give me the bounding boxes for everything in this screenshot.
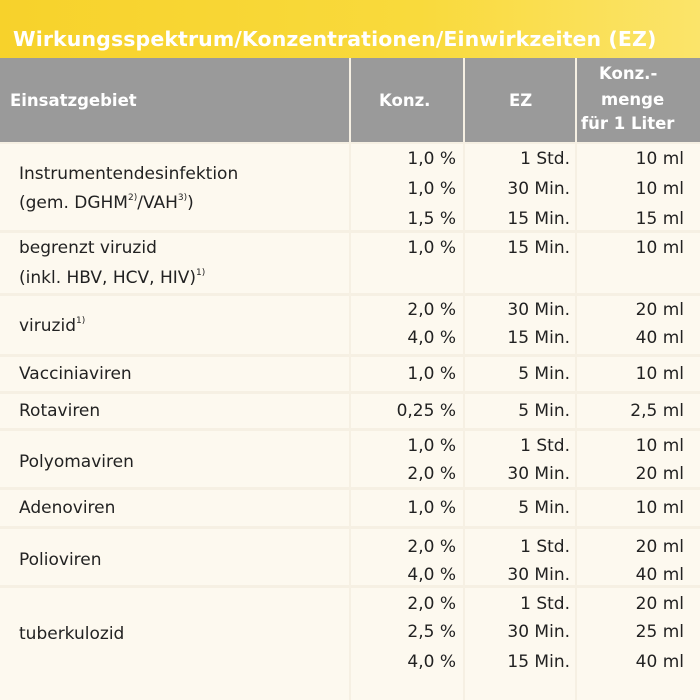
ez-value: 1 Std.: [520, 594, 570, 614]
row-label: Instrumentendesinfektion: [19, 164, 238, 184]
amount-value: 20 ml: [635, 464, 684, 484]
row-label: Polioviren: [19, 550, 102, 570]
amount-value: 10 ml: [635, 238, 684, 258]
ez-value: 15 Min.: [507, 238, 570, 258]
footnote-marker: 2): [127, 193, 138, 204]
conc-value: 1,5 %: [407, 209, 456, 229]
header-amount-line3: für 1 Liter: [581, 114, 675, 133]
row-label-text: Instrumentendesinfektion: [19, 164, 239, 184]
amount-value: 10 ml: [635, 364, 684, 384]
row-label-text: tuberkulozid: [19, 624, 125, 644]
row-label-text: Polioviren: [19, 550, 102, 570]
row-label: (inkl. HBV, HCV, HIV)1): [19, 268, 205, 288]
row-label-text: Polyomaviren: [19, 452, 134, 472]
row-label: Rotaviren: [19, 401, 100, 421]
conc-value: 2,0 %: [407, 300, 456, 320]
amount-value: 10 ml: [635, 179, 684, 199]
amount-value: 20 ml: [635, 594, 684, 614]
ez-value: 30 Min.: [507, 622, 570, 642]
ez-value: 5 Min.: [518, 364, 570, 384]
conc-value: 2,0 %: [407, 464, 456, 484]
ez-value: 1 Std.: [520, 149, 570, 169]
footnote-marker: 3): [177, 193, 188, 204]
footnote-marker: 1): [196, 268, 206, 279]
conc-value: 1,0 %: [407, 498, 456, 518]
amount-value: 10 ml: [635, 498, 684, 518]
footnote-marker: 1): [76, 316, 86, 327]
ez-value: 5 Min.: [518, 498, 570, 518]
row-label-text: Vacciniaviren: [19, 364, 132, 384]
conc-value: 1,0 %: [407, 436, 456, 456]
conc-value: 2,0 %: [407, 537, 456, 557]
conc-value: 4,0 %: [407, 652, 456, 672]
ez-value: 1 Std.: [520, 436, 570, 456]
header-cell-conc: Konz.: [351, 58, 463, 142]
amount-value: 10 ml: [635, 149, 684, 169]
header-area-label: Einsatzgebiet: [10, 91, 137, 110]
amount-value: 10 ml: [635, 436, 684, 456]
row-label-text: begrenzt viruzid: [19, 238, 157, 258]
conc-value: 4,0 %: [407, 565, 456, 585]
ez-value: 30 Min.: [507, 179, 570, 199]
header-cell-area: Einsatzgebiet: [0, 58, 349, 142]
header-amount-line1: Konz.-: [599, 64, 658, 83]
row-label-text: /VAH: [137, 193, 178, 213]
row-label: (gem. DGHM2)/VAH3)): [19, 193, 194, 213]
column-divider: [463, 58, 465, 700]
amount-value: 40 ml: [635, 565, 684, 585]
row-label: tuberkulozid: [19, 624, 124, 644]
table-title: Wirkungsspektrum/Konzentrationen/Einwirk…: [13, 27, 657, 51]
row-label: viruzid1): [19, 316, 85, 336]
ez-value: 30 Min.: [507, 300, 570, 320]
amount-value: 20 ml: [635, 537, 684, 557]
row-label-text: (gem. DGHM: [19, 193, 128, 213]
ez-value: 15 Min.: [507, 652, 570, 672]
conc-value: 1,0 %: [407, 149, 456, 169]
row-label: Adenoviren: [19, 498, 115, 518]
ez-value: 1 Std.: [520, 537, 570, 557]
ez-value: 15 Min.: [507, 209, 570, 229]
amount-value: 25 ml: [635, 622, 684, 642]
header-amount-line2: menge: [601, 90, 665, 109]
row-label-text: viruzid: [19, 316, 76, 336]
amount-value: 40 ml: [635, 328, 684, 348]
ez-value: 30 Min.: [507, 565, 570, 585]
ez-value: 30 Min.: [507, 464, 570, 484]
amount-value: 2,5 ml: [630, 401, 684, 421]
row-label-text: ): [187, 193, 194, 213]
ez-value: 15 Min.: [507, 328, 570, 348]
row-label-text: (inkl. HBV, HCV, HIV): [19, 268, 197, 288]
row-label-text: Adenoviren: [19, 498, 116, 518]
conc-value: 1,0 %: [407, 179, 456, 199]
conc-value: 2,5 %: [407, 622, 456, 642]
conc-value: 1,0 %: [407, 238, 456, 258]
column-divider: [575, 58, 577, 700]
row-label-text: Rotaviren: [19, 401, 101, 421]
conc-value: 1,0 %: [407, 364, 456, 384]
conc-value: 2,0 %: [407, 594, 456, 614]
amount-value: 20 ml: [635, 300, 684, 320]
conc-value: 0,25 %: [396, 401, 456, 421]
header-cell-ez: EZ: [465, 58, 575, 142]
title-bar: [0, 0, 700, 58]
column-divider: [349, 58, 351, 700]
header-ez-label: EZ: [509, 91, 533, 110]
header-cell-amount: Konz.- menge für 1 Liter: [577, 58, 700, 142]
ez-value: 5 Min.: [518, 401, 570, 421]
header-conc-label: Konz.: [379, 91, 431, 110]
amount-value: 15 ml: [635, 209, 684, 229]
conc-value: 4,0 %: [407, 328, 456, 348]
row-label: begrenzt viruzid: [19, 238, 157, 258]
row-label: Vacciniaviren: [19, 364, 132, 384]
row-label: Polyomaviren: [19, 452, 134, 472]
amount-value: 40 ml: [635, 652, 684, 672]
